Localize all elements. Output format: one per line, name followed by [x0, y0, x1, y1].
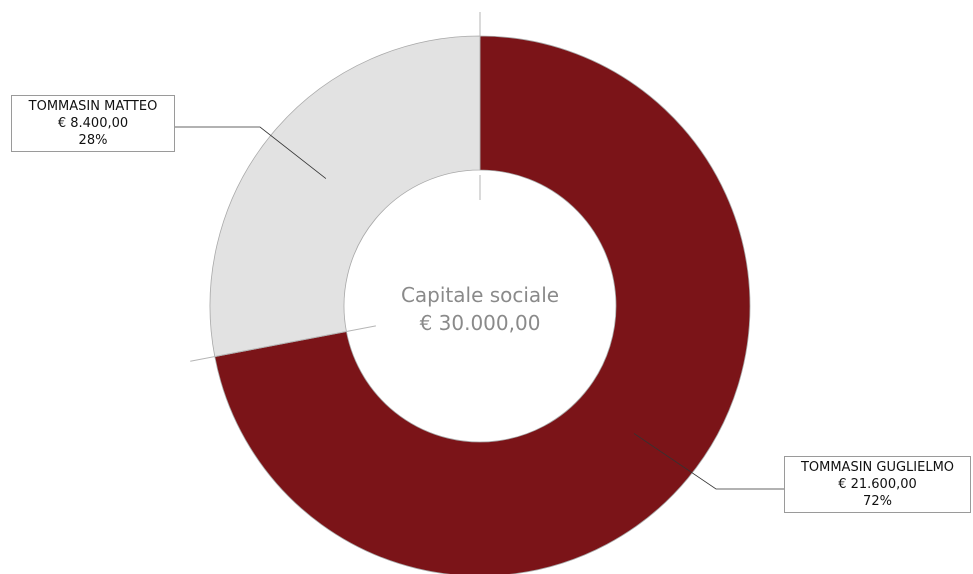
slice-tommasin-guglielmo	[214, 35, 751, 574]
slice-label-guglielmo: TOMMASIN GUGLIELMO € 21.600,00 72%	[784, 456, 971, 513]
leader-lines	[175, 126, 784, 490]
slice-label-matteo-percent: 28%	[78, 133, 108, 148]
donut-slices	[209, 35, 751, 574]
slice-boundary-tick	[190, 325, 376, 362]
slice-label-matteo-name: TOMMASIN MATTEO	[28, 99, 158, 114]
slice-tommasin-matteo	[209, 35, 481, 358]
leader-line-tommasin-guglielmo	[633, 433, 784, 490]
slice-label-matteo-value: € 8.400,00	[57, 116, 129, 131]
leader-line-tommasin-matteo	[175, 126, 327, 179]
center-title: Capitale sociale	[401, 283, 559, 307]
slice-label-guglielmo-name: TOMMASIN GUGLIELMO	[800, 460, 955, 475]
slice-label-matteo: TOMMASIN MATTEO € 8.400,00 28%	[11, 95, 175, 152]
slice-label-guglielmo-value: € 21.600,00	[838, 477, 917, 492]
slice-label-guglielmo-percent: 72%	[863, 494, 892, 509]
center-total: € 30.000,00	[420, 311, 541, 335]
